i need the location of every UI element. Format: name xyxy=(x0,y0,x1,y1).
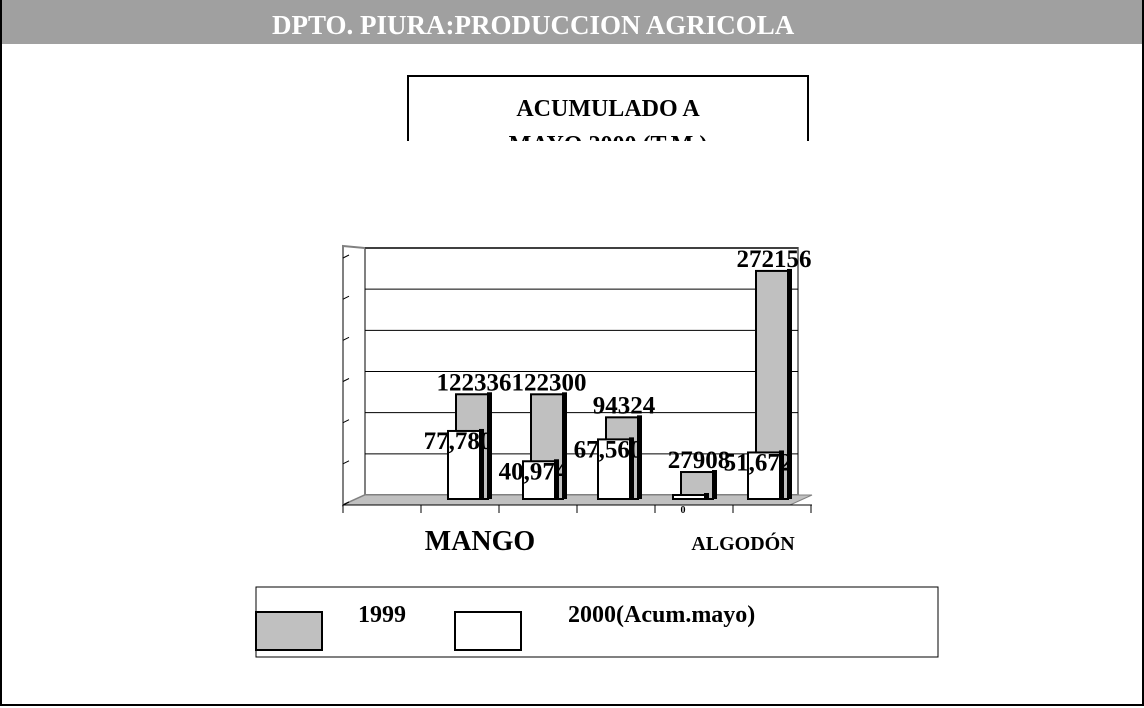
bar xyxy=(672,493,709,500)
y-tick xyxy=(342,295,350,300)
data-label: 122336 xyxy=(437,369,512,396)
data-label: 77,780 xyxy=(424,428,493,455)
data-label: 94324 xyxy=(593,392,656,419)
data-label: 27908 xyxy=(668,447,731,474)
y-tick xyxy=(342,419,350,424)
y-tick xyxy=(342,254,350,259)
chart-title: ACUMULADO A MAYO 2000 (T.M.) xyxy=(509,96,708,141)
data-label: 40,974 xyxy=(499,458,568,485)
y-tick xyxy=(342,378,350,382)
bar xyxy=(597,437,634,501)
data-label: 122300 xyxy=(512,369,587,396)
legend-label: 2000(Acum.mayo) xyxy=(568,602,755,628)
bar xyxy=(447,428,484,500)
x-tick-label: ALGODÓN xyxy=(691,531,795,555)
bar xyxy=(747,450,784,501)
x-tick-label: MANGO xyxy=(425,526,535,557)
subtitle-box: ACUMULADO A MAYO 2000 (T.M.) xyxy=(407,75,809,141)
y-tick xyxy=(342,460,350,465)
legend-swatch xyxy=(454,611,522,651)
y-tick xyxy=(342,336,350,341)
bar xyxy=(522,459,559,500)
legend-label: 1999 xyxy=(358,602,406,628)
data-label: 272156 xyxy=(737,246,812,273)
data-label: 51,672 xyxy=(724,449,793,476)
page-title: DPTO. PIURA:PRODUCCION AGRICOLA xyxy=(272,6,902,44)
data-label: 67,560 xyxy=(574,436,643,463)
data-label: 0 xyxy=(681,505,686,516)
legend-box xyxy=(255,586,939,658)
legend-swatch xyxy=(255,611,323,651)
floor xyxy=(342,494,813,506)
side-wall xyxy=(342,244,366,507)
